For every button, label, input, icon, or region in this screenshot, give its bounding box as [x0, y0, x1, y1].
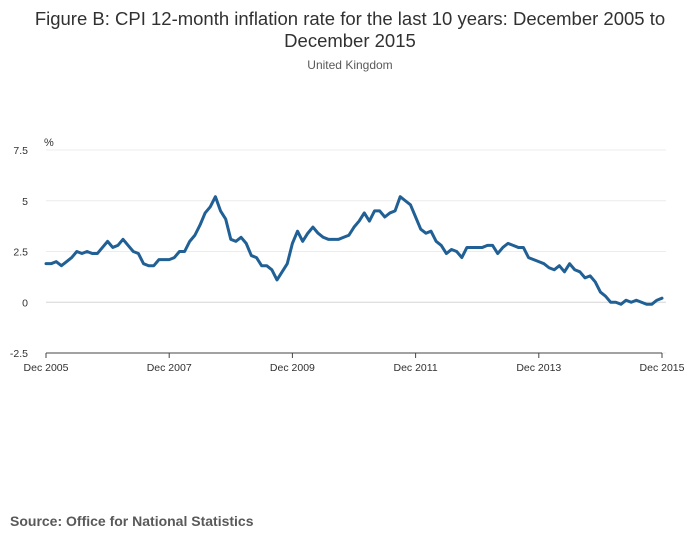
x-tick-label: Dec 2007 [147, 362, 192, 374]
y-tick-label: 2.5 [13, 247, 28, 259]
series-layer [44, 195, 664, 306]
line-chart: -2.502.557.5 Dec 2005 Dec 2007 Dec 2009 Dec… [10, 137, 685, 374]
x-tick-label: Dec 2015 [640, 362, 685, 374]
x-tick-label: Dec 2009 [270, 362, 315, 374]
x-axis: Dec 2005 Dec 2007 Dec 2009 Dec 2011 Dec 2013… [24, 352, 685, 374]
x-tick-label: Dec 2005 [24, 362, 69, 374]
y-tick-label: 0 [22, 297, 28, 309]
y-axis: -2.5 0 2.5 5 7.5 [10, 145, 28, 360]
y-axis-unit-label: % [44, 137, 54, 149]
source-note: Source: Office for National Statistics [10, 513, 254, 529]
x-tick-label: Dec 2013 [516, 362, 561, 374]
x-tick-label: Dec 2011 [394, 362, 438, 374]
grid-lines [46, 149, 666, 354]
y-tick-label: -2.5 [10, 348, 28, 360]
chart-title: Figure B: CPI 12-month inflation rate fo… [34, 8, 666, 51]
chart-subtitle: United Kingdom [307, 58, 393, 72]
y-tick-label: 5 [22, 196, 28, 208]
y-tick-label: 7.5 [13, 145, 28, 157]
cpi-inflation-line [44, 195, 664, 306]
